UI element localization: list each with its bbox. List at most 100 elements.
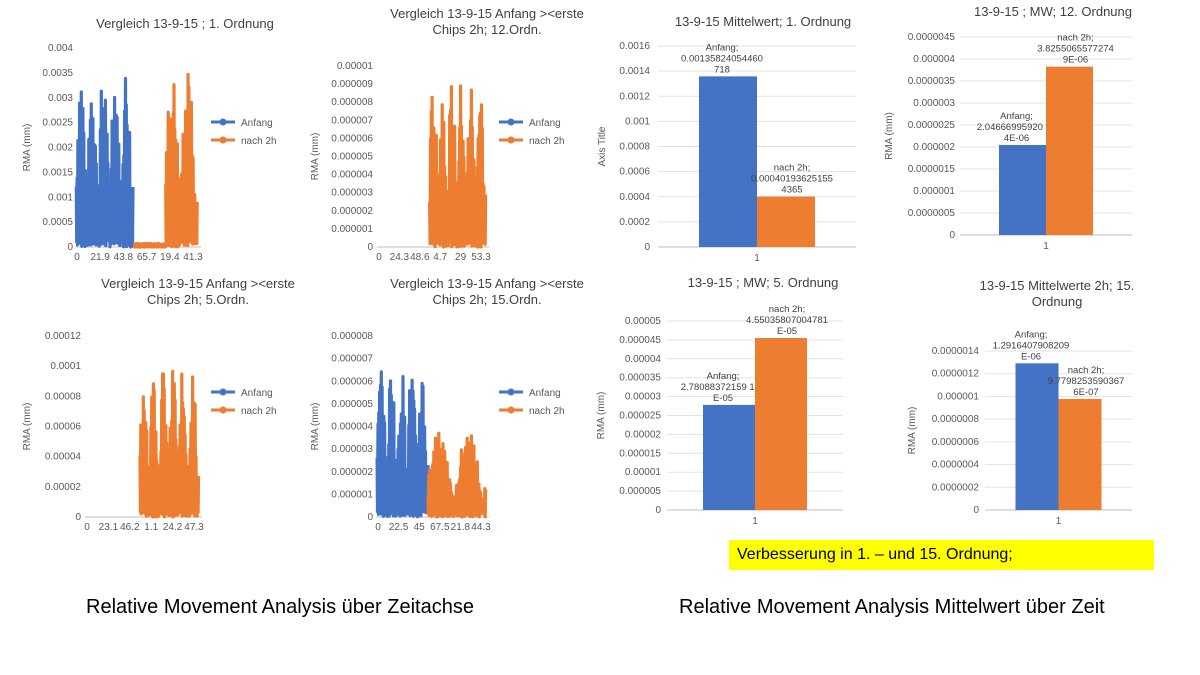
y-tick-label: 0.0000002: [932, 482, 980, 493]
y-tick-label: 0.000004: [331, 422, 373, 433]
chart-title: Vergleich 13-9-15 Anfang ><erste: [390, 6, 584, 21]
bar-anfang: [999, 144, 1046, 235]
y-tick-label: 0.000001: [331, 489, 373, 500]
y-tick-label: 0.000005: [619, 486, 661, 497]
series-line-anfang: [375, 370, 430, 519]
bar-nach-2h: [1058, 398, 1102, 510]
data-label: Anfang;: [706, 42, 739, 53]
y-tick-label: 0.00004: [45, 452, 82, 463]
x-tick-label: 43.8: [114, 252, 134, 263]
y-tick-label: 0: [367, 512, 373, 523]
x-tick-label: 0: [376, 252, 382, 263]
y-tick-label: 0.000002: [331, 206, 373, 217]
y-tick-label: 0.000001: [913, 186, 955, 197]
y-tick-label: 0.0000004: [932, 460, 980, 471]
y-tick-label: 0.0005: [42, 217, 73, 228]
x-tick-label: 1: [1056, 516, 1062, 527]
data-label: E-05: [713, 393, 733, 404]
x-tick-label: 19.4: [160, 252, 180, 263]
y-tick-label: 0.0000014: [932, 346, 980, 357]
y-tick-label: 0: [67, 242, 73, 253]
y-tick-label: 0.000003: [331, 444, 373, 455]
data-label: 3.8255065577274: [1037, 44, 1114, 55]
data-label: E-05: [777, 326, 797, 337]
y-tick-label: 0.0006: [619, 167, 650, 178]
x-tick-label: 67.5: [430, 522, 450, 533]
data-label: E-06: [1021, 351, 1041, 362]
legend-entry: Anfang: [241, 388, 273, 399]
y-tick-label: 0.00001: [625, 467, 662, 478]
x-tick-label: 22.5: [389, 522, 409, 533]
y-tick-label: 0.000005: [331, 152, 373, 163]
chart-5: 13-9-15 Mittelwert; 1. Ordnung Axis Title…: [597, 14, 856, 264]
data-label: Anfang;: [1015, 329, 1048, 340]
x-tick-label: 4.7: [433, 252, 447, 263]
y-tick-label: 0.000005: [331, 399, 373, 410]
highlight-note: Verbesserung in 1. – und 15. Ordnung;: [729, 540, 1154, 570]
series-line-nach-2h: [426, 431, 488, 519]
x-tick-label: 46.2: [120, 522, 140, 533]
y-tick-label: 0.0000005: [908, 208, 956, 219]
x-tick-label: 24.2: [163, 522, 183, 533]
y-tick-label: 0.0000006: [932, 437, 980, 448]
y-tick-label: 0.000008: [331, 331, 373, 342]
chart-title: Chips 2h; 15.Ordn.: [432, 292, 541, 307]
legend-marker: [507, 136, 515, 144]
x-tick-label: 29: [455, 252, 467, 263]
legend-marker: [507, 406, 515, 414]
y-tick-label: 0.000007: [331, 115, 373, 126]
y-tick-label: 0.0000012: [932, 369, 980, 380]
data-label: 6E-07: [1073, 387, 1098, 398]
y-tick-label: 0.0015: [42, 167, 73, 178]
x-tick-label: 48.6: [410, 252, 430, 263]
series-line-nach-2h: [164, 72, 199, 249]
y-tick-label: 0.0000008: [932, 414, 980, 425]
y-axis-label: RMA (mm): [22, 403, 33, 451]
chart-title: Vergleich 13-9-15 ; 1. Ordnung: [96, 16, 274, 31]
legend-entry: Anfang: [529, 388, 561, 399]
y-tick-label: 0.0002: [619, 217, 650, 228]
chart-6: 13-9-15 ; MW; 12. Ordnung RMA (mm) 0 0.0000…: [884, 4, 1132, 252]
y-tick-label: 0.00008: [45, 391, 82, 402]
legend-marker: [507, 118, 515, 126]
y-tick-label: 0.001: [48, 192, 73, 203]
chart-title: 13-9-15 Mittelwert; 1. Ordnung: [675, 14, 851, 29]
series-line-nach-2h: [428, 84, 488, 249]
legend-entry: Anfang: [241, 118, 273, 129]
y-tick-label: 0.000009: [331, 79, 373, 90]
series-line-nach-2h: [132, 241, 168, 249]
data-label: 2.78088372159 155: [681, 382, 766, 393]
y-tick-label: 0.000002: [913, 142, 955, 153]
data-label: 9E-06: [1063, 55, 1088, 66]
caption-left: Relative Movement Analysis über Zeitachs…: [86, 596, 474, 618]
series-line-nach-2h: [138, 369, 201, 519]
y-tick-label: 0.000001: [937, 391, 979, 402]
y-tick-label: 0.0035: [42, 68, 73, 79]
x-tick-label: 65.7: [137, 252, 157, 263]
chart-title: 13-9-15 Mittelwerte 2h; 15.: [980, 278, 1135, 293]
y-tick-label: 0.00006: [45, 422, 82, 433]
data-label: 0.00040193625155: [751, 174, 833, 185]
y-axis-label: Axis Title: [597, 126, 608, 166]
y-tick-label: 0.000007: [331, 354, 373, 365]
y-tick-label: 0: [367, 242, 373, 253]
x-tick-label: 53.3: [471, 252, 491, 263]
y-tick-label: 0.003: [48, 93, 73, 104]
x-tick-label: 21.9: [90, 252, 110, 263]
chart-title: Ordnung: [1032, 294, 1083, 309]
series-line-anfang: [74, 76, 135, 249]
legend-entry: nach 2h: [529, 406, 565, 417]
data-label: 4365: [781, 185, 802, 196]
chart-title: Chips 2h; 12.Ordn.: [432, 22, 541, 37]
bar-anfang: [699, 76, 757, 247]
y-tick-label: 0.000008: [331, 97, 373, 108]
data-label: 4E-06: [1004, 133, 1029, 144]
legend-entry: nach 2h: [529, 136, 565, 147]
y-axis-label: RMA (mm): [310, 403, 321, 451]
data-label: 0.00135824054460: [681, 53, 763, 64]
y-tick-label: 0.0014: [619, 66, 650, 77]
y-axis-label: RMA (mm): [596, 392, 607, 440]
